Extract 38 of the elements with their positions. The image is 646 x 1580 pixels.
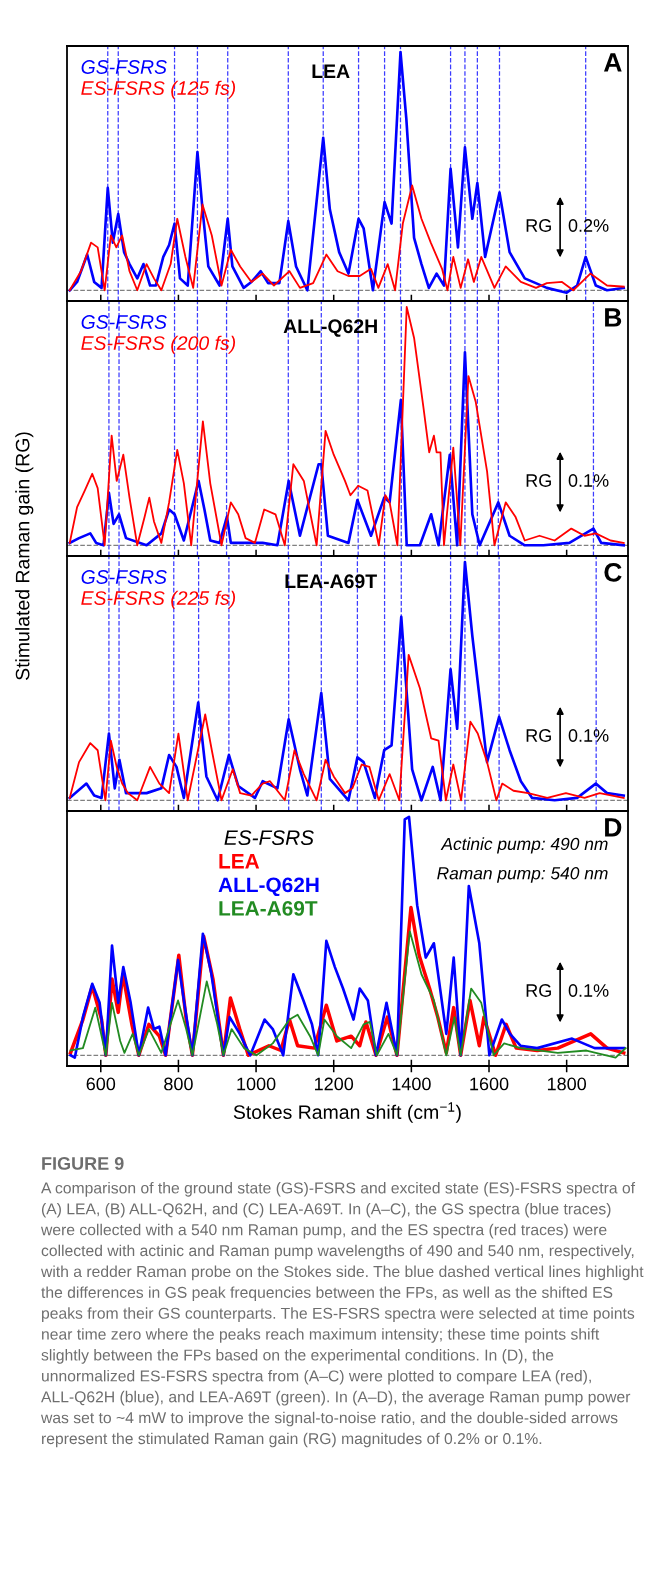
- text: GS-FSRS: [81, 570, 167, 584]
- annotation: Raman pump: 540 nm: [437, 867, 608, 883]
- annotation: 0.1%: [568, 984, 609, 997]
- annotation: Actinic pump: 490 nm: [440, 837, 608, 854]
- text: ALL-Q62H: [283, 319, 377, 337]
- annotation: RG: [526, 219, 551, 232]
- annotation: RG: [526, 474, 551, 487]
- x-tick-label: 1200: [315, 1077, 354, 1091]
- x-tick-label: 1600: [470, 1077, 509, 1091]
- legend-title: ES-FSRS: [224, 830, 314, 846]
- annotation: C: [604, 563, 622, 582]
- text: ES-FSRS (200 fs): [81, 335, 236, 354]
- annotation: RG: [526, 729, 551, 742]
- caption: FIGURE 9: [42, 1157, 124, 1170]
- x-tick-label: 1800: [547, 1077, 587, 1091]
- annotation: 0.1%: [568, 474, 609, 487]
- x-tick-label: 1000: [237, 1077, 276, 1091]
- text: ES-FSRS (125 fs): [81, 80, 236, 99]
- annotation: 0.2%: [568, 219, 609, 232]
- text: GS-FSRS: [81, 60, 167, 74]
- annotation: B: [605, 308, 622, 327]
- series-label: ALL-Q62H: [218, 877, 319, 897]
- text: ES-FSRS (225 fs): [81, 590, 236, 609]
- chart-title: LEA: [312, 64, 350, 78]
- annotation: D: [605, 818, 622, 837]
- annotation: RG: [526, 984, 551, 997]
- annotation: A: [603, 53, 622, 72]
- x-tick-label: 600: [86, 1077, 116, 1091]
- x-tick-label: 800: [164, 1077, 193, 1091]
- text: A comparison of the ground state (GS)-FSRS and excited state (ES)-FSRS spectra of (A) LEA, (B) ALL-Q62H, and (C) LEA-A69T. In (A–C), the GS spectra (blue traces) were collected with a 540 nm Raman pump, and the ES spectra (red traces) were collected with actinic and Raman pump wavelengths of 490 and 540 nm, respectively, with a redder Raman probe on the Stokes side. The blue dashed vertical lines highlight the differences in GS peak frequencies between the FPs, as well as the shifted ES peaks from their GS counterparts. The ES-FSRS spectra were selected at time points near time zero where the peaks reach maximum intensity; these time points shift slightly between the FPs based on the experimental conditions. In (D), the unnormalized ES-FSRS spectra from (A–C) were plotted to compare LEA (red), ALL-Q62H (blue), and LEA-A69T (green). In (A–D), the average Raman pump power was set to ~4 mW to improve the signal-to-noise ratio, and the double-sided arrows represent the stimulated Raman gain (RG) magnitudes of 0.2% or 0.1%.: [40, 1182, 644, 1448]
- text: GS-FSRS: [81, 315, 167, 329]
- x-tick-label: 1400: [392, 1077, 431, 1091]
- annotation: 0.1%: [568, 729, 609, 742]
- chart-title: LEA-A69T: [285, 574, 377, 589]
- text: LEA-A69T: [219, 901, 318, 916]
- y-axis-title: Stimulated Raman gain (RG): [15, 432, 34, 680]
- text: LEA: [219, 854, 260, 869]
- x-axis-title: Stokes Raman shift (cm$^{−1}$): [233, 1102, 461, 1123]
